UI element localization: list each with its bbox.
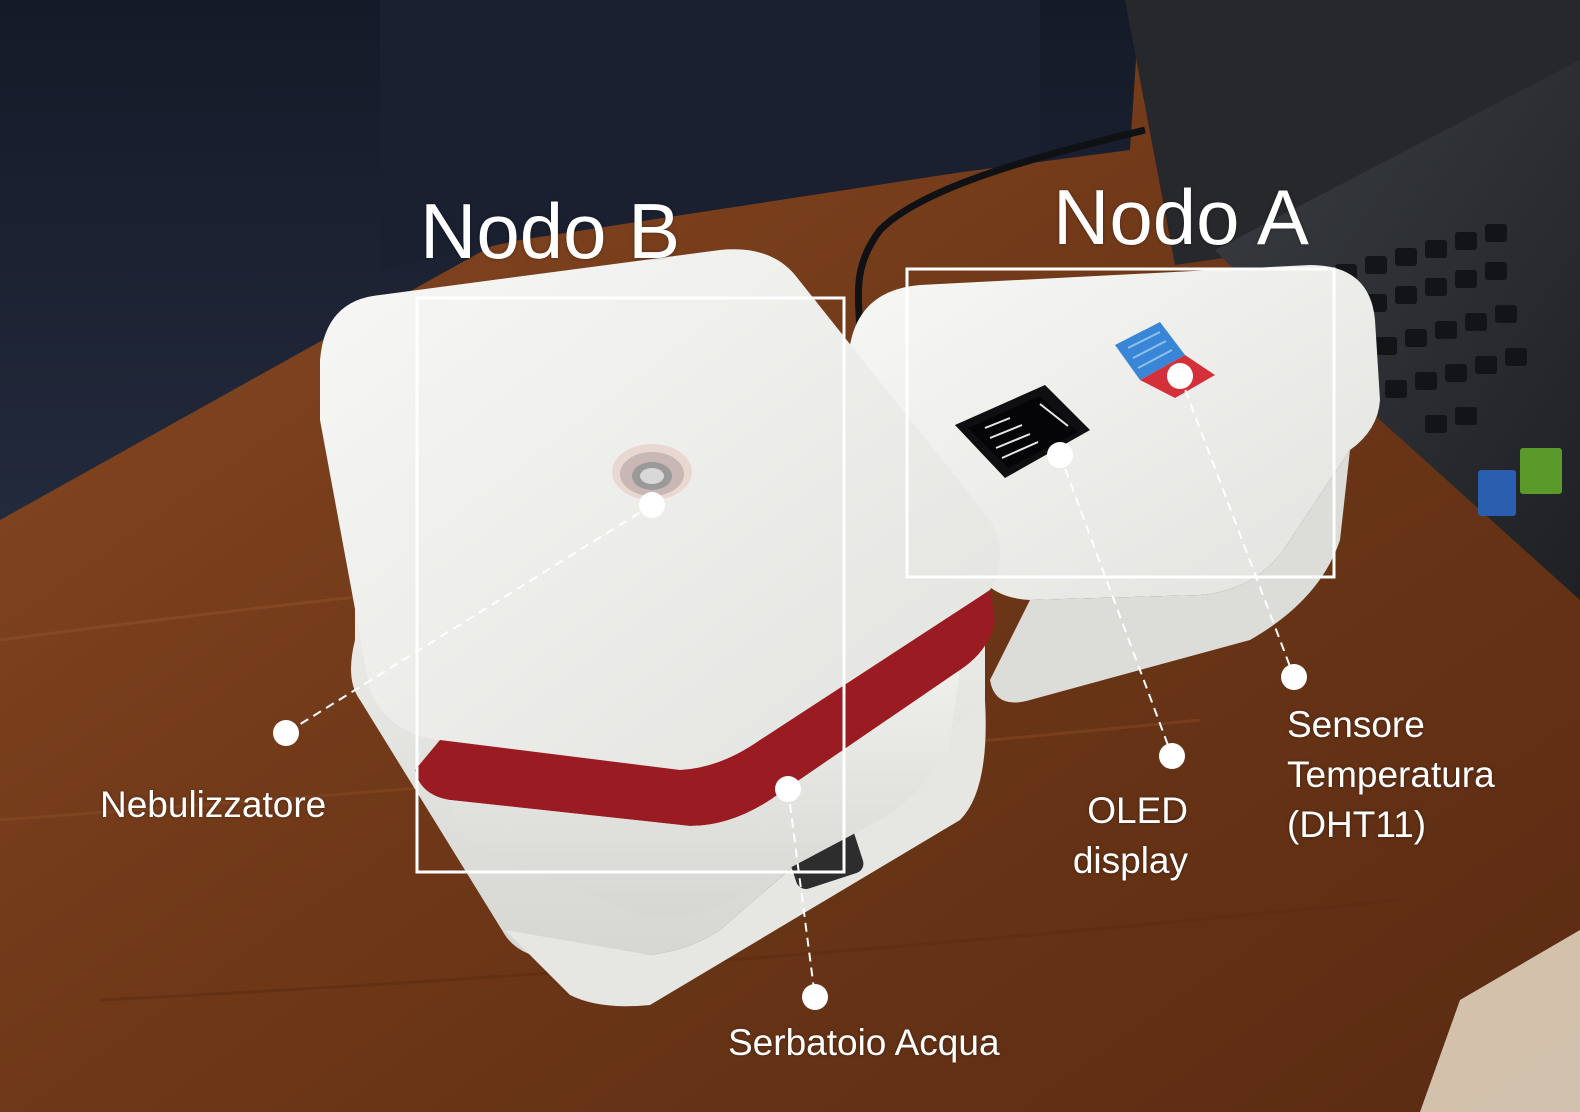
water-tank-dot-end	[802, 984, 828, 1010]
laptop-stickers	[1478, 448, 1562, 516]
oled-label-line1: OLED	[1087, 790, 1188, 831]
sensor-label-line1: Sensore	[1287, 704, 1425, 745]
oled-label-line2: display	[1072, 839, 1188, 881]
oled-label: OLED display	[1060, 786, 1188, 886]
sensor-dot-end	[1281, 664, 1307, 690]
oled-leader-line	[1059, 454, 1173, 757]
annotation-dots	[273, 363, 1307, 1010]
water-tank-dot-start	[775, 776, 801, 802]
oled-dot-start	[1047, 442, 1073, 468]
water-tank-label: Serbatoio Acqua	[728, 1022, 1000, 1063]
water-tank-leader-line	[787, 788, 816, 998]
nebulizer-label: Nebulizzatore	[100, 784, 327, 825]
nebulizer-dot-start	[639, 492, 665, 518]
nebulizer-dot-end	[273, 720, 299, 746]
sensor-label-line2: Temperatura	[1287, 753, 1495, 795]
nebulizer-leader-line	[285, 504, 653, 734]
nebulizer-hole	[612, 444, 692, 500]
oled-dot-end	[1159, 743, 1185, 769]
node-b-title: Nodo B	[420, 187, 681, 275]
annotation-overlay	[285, 267, 1336, 998]
node-a-title: Nodo A	[1053, 173, 1309, 261]
node-a-frame	[905, 267, 1336, 579]
node-b-frame	[415, 296, 846, 874]
sensor-leader-line	[1179, 375, 1295, 678]
sensor-dot-start	[1167, 363, 1193, 389]
sensor-label: Sensore Temperatura (DHT11)	[1287, 700, 1495, 850]
sensor-label-line3: (DHT11)	[1287, 803, 1427, 845]
oled-display	[955, 385, 1090, 478]
